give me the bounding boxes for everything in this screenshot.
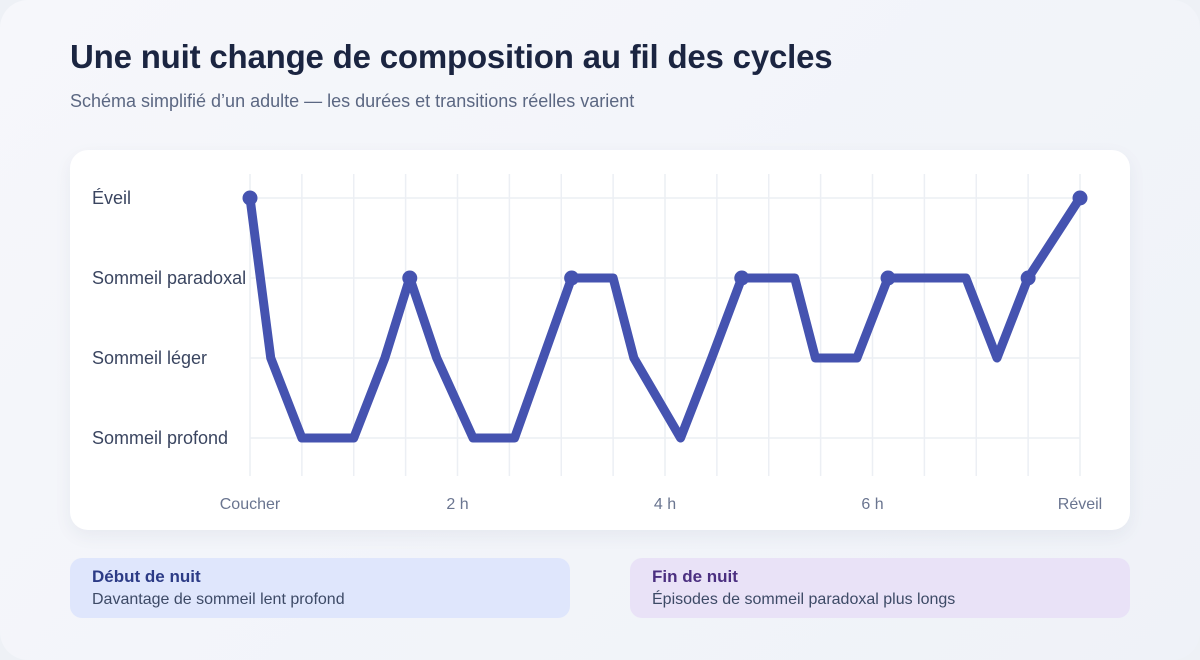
series-layer <box>242 190 1088 443</box>
data-point <box>564 270 580 286</box>
x-tick-label: 6 h <box>861 496 883 513</box>
series-line <box>245 193 1085 443</box>
late-night-note: Fin de nuit Épisodes de sommeil paradoxa… <box>630 558 1130 618</box>
data-point <box>734 270 750 286</box>
page-subtitle: Schéma simplifié d’un adulte — les durée… <box>70 91 635 111</box>
late-night-note-text: Épisodes de sommeil paradoxal plus longs <box>652 591 956 608</box>
data-point <box>402 270 418 286</box>
x-tick-label: 2 h <box>446 496 468 513</box>
late-night-note-title: Fin de nuit <box>652 567 738 586</box>
x-tick-label: Réveil <box>1058 496 1102 513</box>
y-tick-label: Sommeil paradoxal <box>92 268 246 288</box>
y-tick-label: Éveil <box>92 188 131 208</box>
early-night-note-title: Début de nuit <box>92 567 201 586</box>
data-point <box>1072 190 1088 206</box>
early-night-note: Début de nuit Davantage de sommeil lent … <box>70 558 570 618</box>
page-title: Une nuit change de composition au fil de… <box>70 38 833 75</box>
early-night-note-text: Davantage de sommeil lent profond <box>92 591 345 608</box>
data-point <box>242 190 258 206</box>
sleep-hypnogram-chart: Sommeil profond Sommeil léger Sommeil para… <box>92 174 1102 513</box>
y-tick-label: Sommeil profond <box>92 428 228 448</box>
data-point <box>1020 270 1036 286</box>
x-tick-label: Coucher <box>220 496 281 513</box>
x-axis-labels: Coucher 2 h 4 h 6 h Réveil <box>220 496 1102 513</box>
x-gridlines <box>249 174 1081 476</box>
data-point <box>880 270 896 286</box>
y-axis-labels: Sommeil profond Sommeil léger Sommeil para… <box>92 188 246 448</box>
chart-card: Sommeil profond Sommeil léger Sommeil para… <box>70 150 1130 530</box>
y-tick-label: Sommeil léger <box>92 348 207 368</box>
x-tick-label: 4 h <box>654 496 676 513</box>
